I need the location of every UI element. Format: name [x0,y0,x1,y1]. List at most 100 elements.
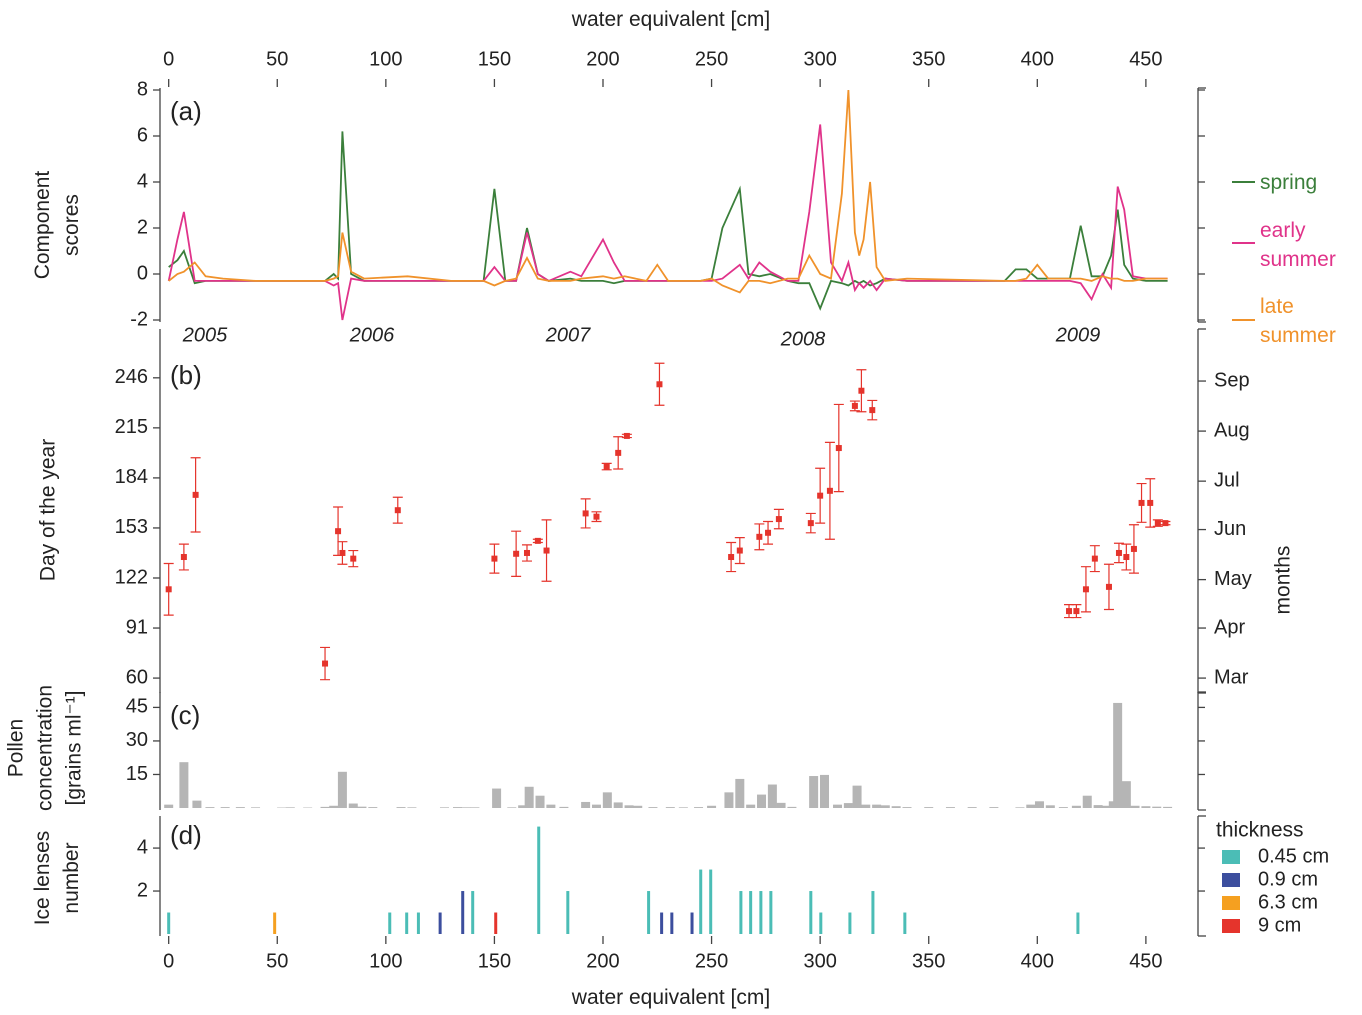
x-tick-label: 0 [163,950,174,972]
series-line [168,131,1168,311]
bar [1152,806,1162,808]
x-tick-label: 200 [586,48,619,70]
y-tick-label: 45 [126,696,148,718]
bar [1141,806,1151,808]
legend-swatch [1222,850,1240,864]
bar [205,807,215,808]
point [736,547,743,554]
point [851,402,858,409]
point [1091,555,1098,562]
point [615,449,622,456]
bar [776,802,786,808]
bar [819,912,823,934]
panel-label: (a) [170,96,202,126]
y-tick-label: -2 [130,308,148,330]
bar [613,802,623,808]
x-tick-label: 150 [478,48,511,70]
bar [329,805,339,808]
bar [787,806,797,808]
bar [767,784,777,808]
bar [461,807,471,808]
bar [891,806,901,808]
bar [1082,795,1092,808]
series-line [167,124,1168,321]
bar [746,804,756,808]
bar [192,800,202,808]
y2-tick-label: May [1214,568,1252,590]
y-tick-label: 0 [137,262,148,284]
bar [945,807,955,808]
point [603,463,610,470]
y2-tick-label: Sep [1214,369,1250,391]
panel-label: (d) [170,820,202,850]
bar [759,891,763,934]
bar [524,786,534,808]
bar [396,807,406,808]
bar [809,891,813,934]
legend-label: late summer [1260,295,1336,347]
y-tick-label: 91 [126,616,148,638]
bar [1058,807,1068,808]
x-tick-label: 450 [1129,950,1162,972]
bar [872,804,882,808]
point [180,554,187,561]
point [322,660,329,667]
point [756,533,763,540]
y-tick-label: 246 [115,366,148,388]
bar [546,804,556,808]
point [1162,520,1169,527]
bar [633,805,643,808]
legend-label: 9 cm [1258,914,1301,936]
bar [902,807,912,808]
bar [438,912,442,934]
point [807,520,814,527]
bar [492,788,502,808]
bar [861,804,871,808]
bar [871,891,875,934]
year-label: 2008 [780,328,826,351]
y-axis-title: Day of the year [36,438,60,582]
bar [251,807,261,808]
y-tick-label: 2 [137,216,148,238]
y2-tick-label: Apr [1214,616,1245,638]
x-tick-label: 50 [266,48,288,70]
point [491,555,498,562]
bar [739,891,743,934]
point [192,491,199,498]
bar [507,807,517,808]
bar [724,792,734,808]
x-tick-label: 50 [266,950,288,972]
point [817,492,824,499]
point [1130,545,1137,552]
bar [648,807,658,808]
y-tick-label: 60 [126,666,148,688]
bar [566,891,570,934]
bar [924,807,934,808]
point [513,550,520,557]
bar [1121,781,1131,808]
y2-tick-label: Aug [1214,419,1250,441]
bar [285,807,295,808]
bar [848,912,852,934]
x-axis-title: water equivalent [cm] [571,8,771,31]
legend-label: 0.9 cm [1258,868,1318,890]
point [728,554,735,561]
bar [749,891,753,934]
bar [602,792,612,808]
bar [337,771,347,808]
point [593,513,600,520]
legend-label: early summer [1260,219,1336,271]
bar [535,795,545,808]
bar [471,891,475,934]
bar [179,762,189,808]
point [765,529,772,536]
bar [388,912,392,934]
point [1082,586,1089,593]
bar [439,807,449,808]
point [394,507,401,514]
point [826,487,833,494]
bar [461,891,465,934]
bar [690,912,694,934]
y-tick-label: 8 [137,78,148,100]
x-tick-label: 100 [369,950,402,972]
